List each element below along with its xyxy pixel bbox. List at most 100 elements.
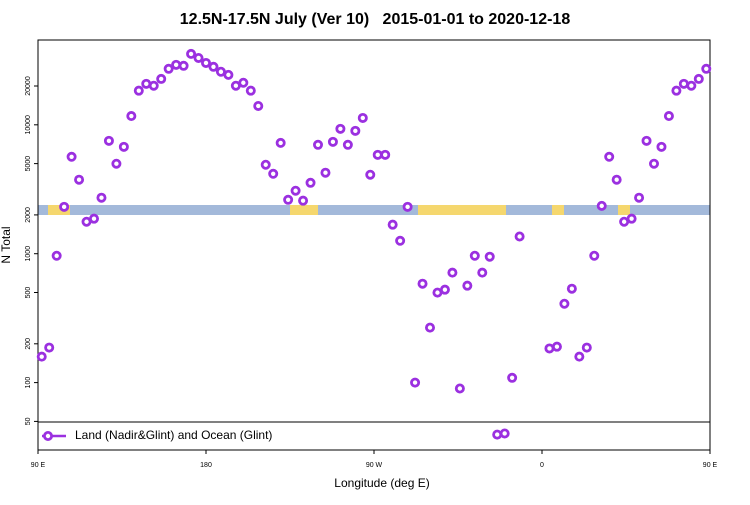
point (462, 280, 473, 291)
point (103, 135, 114, 146)
point (387, 219, 398, 230)
point (342, 139, 353, 150)
point (693, 73, 704, 84)
point (596, 200, 607, 211)
land (48, 205, 70, 215)
point (424, 322, 435, 333)
chart-title: 12.5N-17.5N July (Ver 10) 2015-01-01 to … (180, 11, 571, 28)
point (686, 80, 697, 91)
point (305, 177, 316, 188)
legend-label: Land (Nadir&Glint) and Ocean (Glint) (75, 428, 272, 442)
point (126, 111, 137, 122)
point (208, 61, 219, 72)
point (611, 174, 622, 185)
legend-marker (43, 430, 54, 441)
point (89, 213, 100, 224)
point (559, 298, 570, 309)
point (551, 341, 562, 352)
point (417, 278, 428, 289)
point (671, 85, 682, 96)
y-tick-label: 20000 (25, 76, 32, 96)
x-axis-label: Longitude (deg E) (334, 476, 429, 490)
point (327, 136, 338, 147)
y-tick-label: 5000 (25, 156, 32, 172)
point (663, 111, 674, 122)
map-strip (38, 205, 710, 215)
point (193, 52, 204, 63)
point (260, 159, 271, 170)
point (171, 59, 182, 70)
point (163, 63, 174, 74)
point (701, 63, 712, 74)
point (365, 169, 376, 180)
point (335, 123, 346, 134)
point (410, 377, 421, 388)
point (634, 192, 645, 203)
point (380, 149, 391, 160)
point (477, 267, 488, 278)
y-tick-label: 2000 (25, 207, 32, 223)
point (514, 231, 525, 242)
land (418, 205, 506, 215)
point (499, 428, 510, 439)
x-tick-label: 0 (540, 462, 544, 469)
y-tick-label: 100 (25, 377, 32, 389)
point (223, 69, 234, 80)
x-tick-label: 180 (200, 462, 212, 469)
point (589, 250, 600, 261)
point (36, 351, 47, 362)
point (454, 383, 465, 394)
point (66, 151, 77, 162)
y-tick-label: 10000 (25, 115, 32, 135)
point (402, 201, 413, 212)
ocean (38, 205, 710, 215)
point (245, 85, 256, 96)
point (268, 168, 279, 179)
x-tick-label: 90 W (366, 462, 383, 469)
point (59, 201, 70, 212)
point (581, 342, 592, 353)
plot-frame (37, 39, 711, 451)
point (447, 267, 458, 278)
point (484, 251, 495, 262)
point (275, 137, 286, 148)
x-tick-label: 90 E (703, 462, 718, 469)
y-tick-label: 200 (25, 338, 32, 350)
point (439, 284, 450, 295)
point (253, 100, 264, 111)
point (298, 195, 309, 206)
point (118, 141, 129, 152)
point (656, 141, 667, 152)
point (156, 73, 167, 84)
legend: Land (Nadir&Glint) and Ocean (Glint) (38, 421, 710, 442)
point (604, 151, 615, 162)
point (469, 250, 480, 261)
point (133, 85, 144, 96)
land (552, 205, 564, 215)
point (312, 139, 323, 150)
point (200, 57, 211, 68)
land (290, 205, 318, 215)
point (111, 158, 122, 169)
point (238, 77, 249, 88)
point (395, 235, 406, 246)
point (51, 250, 62, 261)
point (178, 60, 189, 71)
point (74, 174, 85, 185)
y-tick-label: 50 (25, 417, 32, 425)
y-tick-label: 500 (25, 287, 32, 299)
point (357, 112, 368, 123)
point (492, 429, 503, 440)
point (626, 213, 637, 224)
point (186, 48, 197, 59)
point (641, 135, 652, 146)
point (290, 185, 301, 196)
land (618, 205, 630, 215)
point (566, 283, 577, 294)
point (574, 351, 585, 362)
point (148, 80, 159, 91)
x-tick-label: 90 E (31, 462, 46, 469)
point (96, 192, 107, 203)
y-tick-label: 1000 (25, 246, 32, 262)
